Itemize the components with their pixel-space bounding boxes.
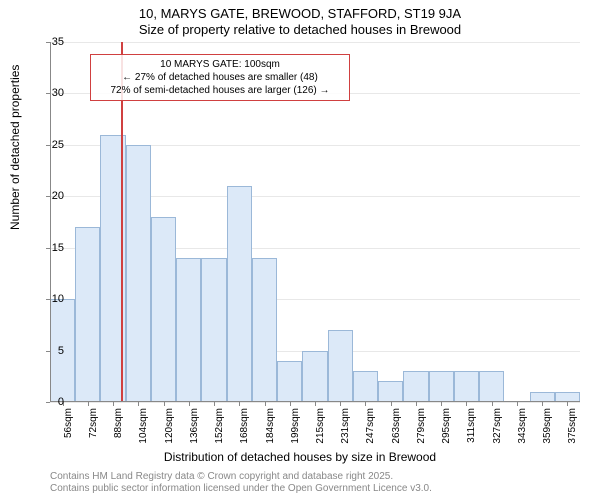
x-tick-label: 120sqm — [164, 408, 175, 448]
x-tick-label: 184sqm — [265, 408, 276, 448]
annotation-box: 10 MARYS GATE: 100sqm← 27% of detached h… — [90, 54, 350, 101]
y-tick-label: 35 — [52, 36, 64, 48]
grid-line — [50, 42, 580, 43]
chart-title-line2: Size of property relative to detached ho… — [0, 22, 600, 37]
x-tick-label: 359sqm — [542, 408, 553, 448]
x-tick — [88, 402, 89, 406]
x-tick-label: 56sqm — [63, 408, 74, 448]
y-tick-label: 25 — [52, 139, 64, 151]
histogram-bar — [277, 361, 302, 402]
histogram-bar — [227, 186, 252, 402]
x-tick — [214, 402, 215, 406]
x-tick-label: 72sqm — [88, 408, 99, 448]
histogram-bar — [353, 371, 378, 402]
x-tick — [365, 402, 366, 406]
histogram-bar — [126, 145, 151, 402]
x-tick — [315, 402, 316, 406]
x-tick-label: 311sqm — [466, 408, 477, 448]
x-tick-label: 88sqm — [113, 408, 124, 448]
y-tick-label: 20 — [52, 190, 64, 202]
histogram-bar — [201, 258, 226, 402]
x-tick-label: 375sqm — [567, 408, 578, 448]
x-tick-label: 152sqm — [214, 408, 225, 448]
x-tick — [265, 402, 266, 406]
histogram-bar — [429, 371, 454, 402]
x-tick — [517, 402, 518, 406]
x-tick-label: 215sqm — [315, 408, 326, 448]
x-tick-label: 104sqm — [138, 408, 149, 448]
y-tick-label: 10 — [52, 293, 64, 305]
histogram-bar — [328, 330, 353, 402]
y-tick-label: 30 — [52, 87, 64, 99]
x-tick-label: 295sqm — [441, 408, 452, 448]
x-tick — [441, 402, 442, 406]
x-tick — [189, 402, 190, 406]
y-tick-label: 15 — [52, 242, 64, 254]
x-tick-label: 199sqm — [290, 408, 301, 448]
annotation-line3: 72% of semi-detached houses are larger (… — [97, 84, 343, 97]
histogram-bar — [479, 371, 504, 402]
x-tick — [138, 402, 139, 406]
x-tick-label: 279sqm — [416, 408, 427, 448]
x-tick-label: 231sqm — [340, 408, 351, 448]
x-tick — [466, 402, 467, 406]
x-tick — [391, 402, 392, 406]
x-tick — [567, 402, 568, 406]
histogram-bar — [252, 258, 277, 402]
x-tick — [416, 402, 417, 406]
annotation-line2: ← 27% of detached houses are smaller (48… — [97, 71, 343, 84]
x-tick — [340, 402, 341, 406]
chart-container: 10, MARYS GATE, BREWOOD, STAFFORD, ST19 … — [0, 0, 600, 500]
x-axis-label: Distribution of detached houses by size … — [0, 450, 600, 464]
x-tick — [290, 402, 291, 406]
x-tick — [542, 402, 543, 406]
x-tick — [492, 402, 493, 406]
x-tick-label: 247sqm — [365, 408, 376, 448]
annotation-line1: 10 MARYS GATE: 100sqm — [97, 58, 343, 71]
histogram-bar — [403, 371, 428, 402]
y-tick-label: 0 — [58, 396, 64, 408]
histogram-bar — [454, 371, 479, 402]
histogram-bar — [378, 381, 403, 402]
x-tick-label: 136sqm — [189, 408, 200, 448]
y-axis-label: Number of detached properties — [8, 65, 22, 230]
chart-title-line1: 10, MARYS GATE, BREWOOD, STAFFORD, ST19 … — [0, 6, 600, 21]
x-tick-label: 343sqm — [517, 408, 528, 448]
y-tick — [46, 402, 50, 403]
y-tick-label: 5 — [58, 345, 64, 357]
footer-line1: Contains HM Land Registry data © Crown c… — [50, 471, 393, 482]
histogram-bar — [75, 227, 100, 402]
x-tick — [164, 402, 165, 406]
x-tick-label: 327sqm — [492, 408, 503, 448]
x-tick — [113, 402, 114, 406]
histogram-bar — [302, 351, 327, 402]
x-tick-label: 168sqm — [239, 408, 250, 448]
histogram-bar — [151, 217, 176, 402]
histogram-bar — [176, 258, 201, 402]
x-tick — [239, 402, 240, 406]
footer-line2: Contains public sector information licen… — [50, 483, 432, 494]
x-tick-label: 263sqm — [391, 408, 402, 448]
